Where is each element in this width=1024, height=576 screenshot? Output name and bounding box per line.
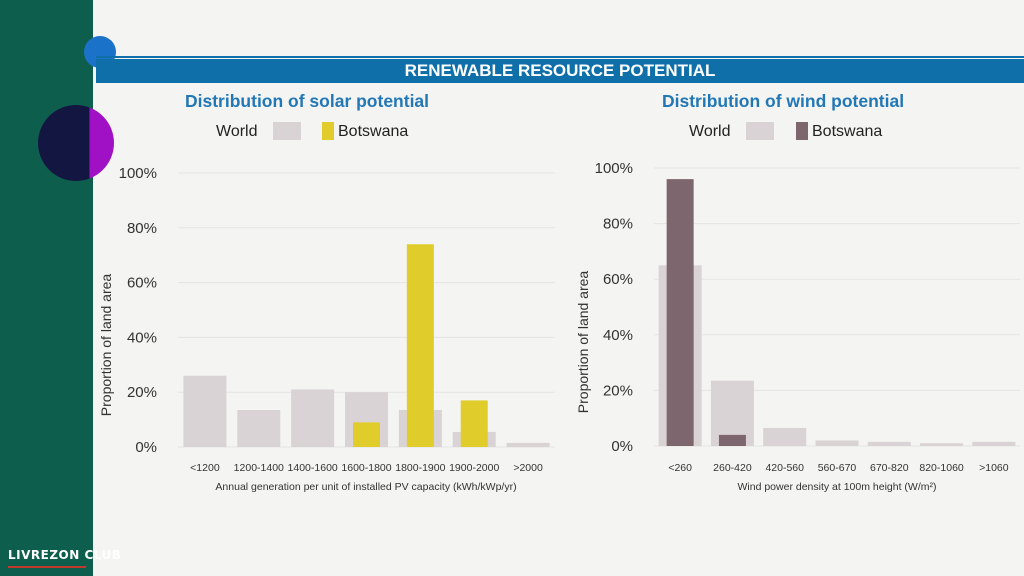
solar-x-tick-label: 1200-1400: [234, 462, 284, 474]
solar-x-tick-label: 1800-1900: [395, 462, 445, 474]
solar-x-tick-label: <1200: [190, 462, 220, 474]
brand-logo-text: LIVREZON CLUB: [8, 548, 122, 562]
solar-legend-swatch-botswana: [322, 122, 334, 140]
solar-y-tick-label: 80%: [127, 220, 157, 237]
wind-x-tick-label: <260: [668, 462, 692, 474]
solar-bar-botswana: [460, 400, 488, 447]
wind-x-axis-title: Wind power density at 100m height (W/m²): [738, 481, 937, 493]
wind-y-axis-title: Proportion of land area: [575, 271, 591, 414]
wind-chart-title: Distribution of wind potential: [662, 91, 905, 111]
wind-y-tick-label: 20%: [603, 382, 633, 399]
wind-x-tick-label: 560-670: [818, 462, 857, 474]
wind-legend-label-world: World: [689, 123, 731, 140]
wind-bar-world: [920, 443, 964, 446]
wind-x-tick-label: 670-820: [870, 462, 909, 474]
solar-bar-world: [506, 442, 550, 447]
wind-x-tick-label: >1060: [979, 462, 1009, 474]
solar-y-tick-label: 60%: [127, 275, 157, 292]
solar-bar-world: [291, 389, 335, 447]
wind-bar-world: [815, 440, 859, 446]
solar-bar-botswana: [406, 244, 434, 447]
wind-y-tick-label: 40%: [603, 327, 633, 344]
section-banner: RENEWABLE RESOURCE POTENTIAL: [96, 56, 1024, 83]
solar-bar-world: [183, 375, 227, 447]
wind-y-tick-label: 100%: [595, 160, 633, 177]
solar-y-axis-title: Proportion of land area: [98, 274, 114, 417]
wind-legend-swatch-botswana: [796, 122, 808, 140]
wind-x-tick-label: 260-420: [713, 462, 752, 474]
solar-y-tick-label: 40%: [127, 329, 157, 346]
decorative-purple-circle: [38, 105, 114, 181]
solar-legend-swatch-world: [273, 122, 301, 140]
wind-y-tick-label: 60%: [603, 271, 633, 288]
wind-legend-swatch-world: [746, 122, 774, 140]
wind-x-tick-label: 820-1060: [919, 462, 964, 474]
brand-underline: [8, 566, 86, 568]
wind-y-tick-label: 0%: [611, 438, 633, 455]
solar-x-tick-label: >2000: [513, 462, 543, 474]
solar-legend-label-botswana: Botswana: [338, 123, 408, 140]
solar-x-tick-label: 1400-1600: [288, 462, 338, 474]
wind-bar-botswana: [718, 434, 746, 446]
solar-y-tick-label: 100%: [119, 165, 157, 182]
wind-x-tick-label: 420-560: [765, 462, 804, 474]
solar-y-tick-label: 0%: [135, 439, 157, 456]
solar-y-tick-label: 20%: [127, 384, 157, 401]
wind-bar-world: [867, 441, 911, 446]
solar-x-tick-label: 1600-1800: [341, 462, 391, 474]
wind-bar-world: [972, 441, 1016, 446]
sidebar-panel: [0, 0, 93, 576]
wind-bar-botswana: [666, 179, 694, 446]
solar-chart-title: Distribution of solar potential: [185, 91, 430, 111]
wind-y-tick-label: 80%: [603, 216, 633, 233]
solar-x-axis-title: Annual generation per unit of installed …: [215, 481, 516, 493]
solar-x-tick-label: 1900-2000: [449, 462, 499, 474]
wind-bar-world: [763, 427, 807, 446]
solar-legend-label-world: World: [216, 123, 258, 140]
solar-bar-botswana: [353, 422, 380, 447]
solar-bar-world: [237, 410, 281, 447]
wind-legend-label-botswana: Botswana: [812, 123, 882, 140]
